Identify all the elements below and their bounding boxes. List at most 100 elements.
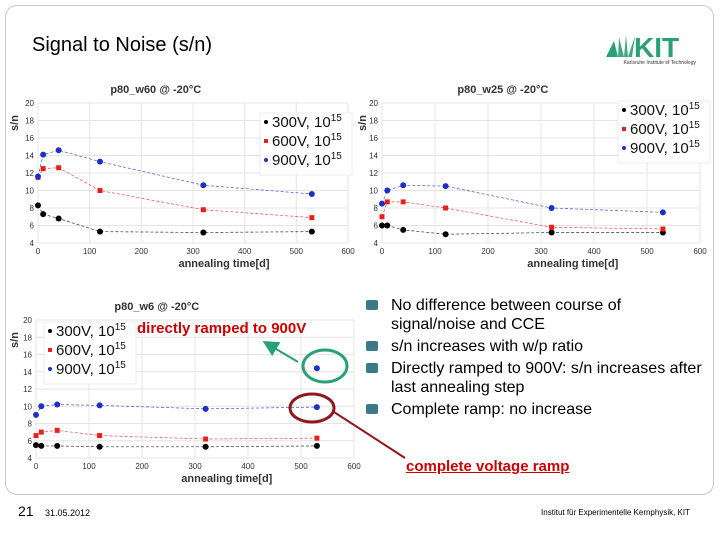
x-tick-label: 400: [241, 462, 255, 471]
data-point: [379, 200, 385, 207]
legend-label: 600V, 1015: [56, 341, 126, 359]
y-tick-label: 12: [369, 169, 378, 178]
chart-title: p80_w25 @ -20°C: [457, 84, 548, 96]
data-point: [97, 158, 103, 165]
x-tick-label: 0: [34, 462, 39, 471]
y-tick-label: 4: [30, 239, 35, 248]
logo-text: KIT: [634, 32, 679, 63]
bullet-text: s/n increases with w/p ratio: [391, 338, 584, 355]
data-point: [200, 182, 207, 189]
ramp-note: directly ramped to 900V: [137, 320, 307, 337]
x-tick-label: 200: [135, 462, 149, 471]
data-point: [200, 207, 206, 213]
x-tick-label: 200: [135, 247, 149, 256]
x-tick-label: 200: [481, 247, 495, 256]
x-tick-label: 400: [587, 247, 601, 256]
y-tick-label: 6: [30, 222, 35, 231]
y-tick-label: 6: [28, 437, 33, 446]
ramp-arrow: [262, 340, 299, 363]
data-point: [384, 187, 391, 194]
series-line: [381, 201, 663, 230]
data-point: [97, 188, 103, 193]
legend-marker: [264, 158, 268, 162]
y-tick-label: 8: [30, 204, 35, 213]
data-point: [40, 211, 47, 218]
y-tick-label: 4: [28, 454, 33, 463]
data-point: [313, 442, 320, 449]
data-point: [55, 215, 62, 222]
y-tick-label: 20: [369, 99, 378, 108]
data-point: [54, 401, 61, 408]
data-point: [33, 411, 39, 418]
y-tick-label: 6: [374, 222, 379, 231]
legend-label: 600V, 1015: [272, 132, 342, 150]
data-point: [35, 202, 41, 209]
series-line: [37, 149, 312, 195]
legend-marker: [622, 127, 626, 131]
data-point: [442, 231, 449, 238]
y-axis-label: s/n: [357, 115, 369, 131]
x-tick-label: 500: [290, 247, 304, 256]
x-tick-label: 100: [83, 247, 97, 256]
data-point: [384, 222, 391, 229]
data-point: [40, 151, 47, 158]
legend-marker: [622, 108, 626, 112]
legend-exponent: 15: [115, 360, 127, 371]
legend-exponent: 15: [689, 120, 701, 131]
series-line: [35, 444, 317, 448]
legend-exponent: 15: [689, 101, 701, 112]
data-point: [309, 215, 315, 221]
legend-marker: [48, 329, 52, 333]
legend-exponent: 15: [689, 139, 701, 150]
x-axis-label: annealing time[d]: [181, 473, 272, 485]
legend-label: 300V, 1015: [630, 101, 700, 119]
y-tick-label: 12: [25, 169, 34, 178]
data-point: [38, 429, 44, 435]
data-point: [384, 199, 390, 205]
series-line: [35, 404, 317, 416]
x-tick-label: 300: [534, 247, 548, 256]
x-tick-label: 600: [341, 247, 355, 256]
x-tick-label: 600: [347, 462, 361, 471]
x-tick-label: 300: [186, 247, 200, 256]
data-point: [38, 442, 45, 449]
bullet-marker: [366, 300, 378, 310]
y-axis-label: s/n: [9, 332, 21, 348]
data-point: [400, 226, 407, 233]
x-tick-label: 500: [294, 462, 308, 471]
data-point: [38, 403, 45, 410]
x-tick-label: 600: [693, 247, 707, 256]
data-point: [308, 228, 315, 235]
legend-exponent: 15: [331, 113, 343, 124]
data-point: [379, 222, 385, 229]
y-tick-label: 18: [23, 333, 32, 342]
data-point: [548, 205, 555, 211]
data-point: [313, 365, 320, 372]
data-point: [56, 165, 62, 171]
bullet-item: No difference between course of signal/n…: [366, 296, 706, 334]
institute-footer: Institut für Experimentelle Kernphysik, …: [541, 508, 690, 517]
bullet-marker: [366, 404, 378, 414]
data-point: [96, 443, 103, 450]
data-point: [202, 443, 209, 450]
data-point: [660, 226, 666, 232]
chart-title: p80_w60 @ -20°C: [110, 84, 201, 96]
y-tick-label: 12: [23, 385, 32, 394]
series-line: [37, 205, 312, 233]
y-tick-label: 4: [374, 239, 379, 248]
x-tick-label: 400: [238, 247, 252, 256]
data-point: [659, 209, 666, 216]
data-point: [203, 436, 209, 442]
legend-label: 900V, 1015: [272, 151, 342, 169]
data-point: [97, 228, 103, 235]
x-tick-label: 300: [188, 462, 202, 471]
y-tick-label: 10: [25, 187, 34, 196]
data-point: [55, 147, 62, 154]
chart-title: p80_w6 @ -20°C: [114, 301, 199, 313]
slide-number: 21: [18, 503, 34, 519]
slide-title: Signal to Noise (s/n): [32, 34, 213, 56]
data-point: [202, 405, 209, 412]
y-tick-label: 8: [28, 420, 33, 429]
